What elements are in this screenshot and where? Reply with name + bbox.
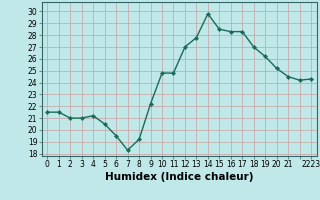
X-axis label: Humidex (Indice chaleur): Humidex (Indice chaleur) xyxy=(105,172,253,182)
